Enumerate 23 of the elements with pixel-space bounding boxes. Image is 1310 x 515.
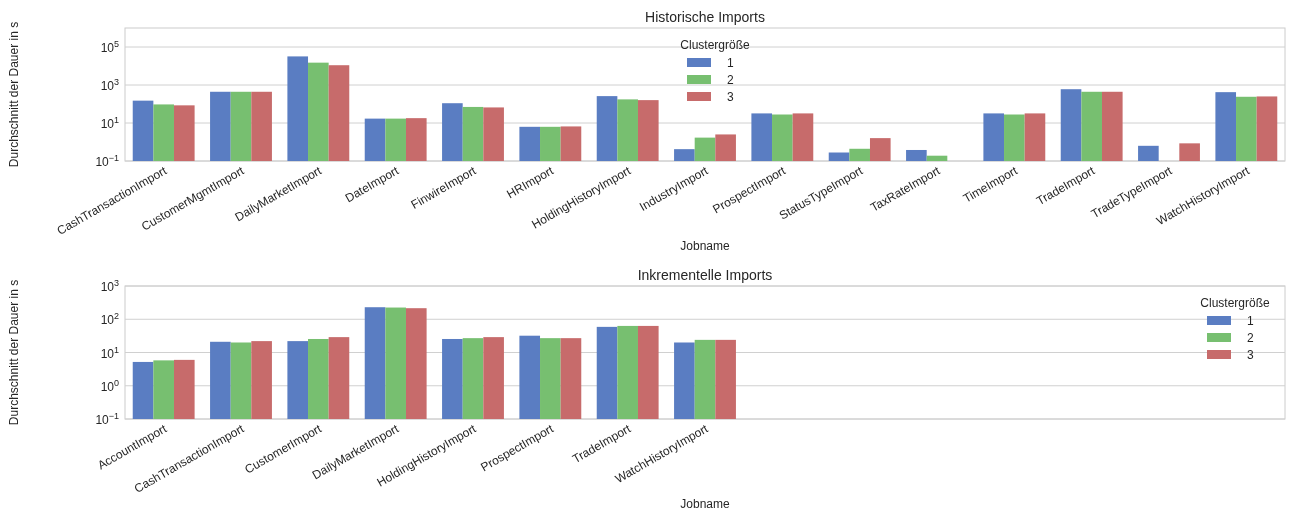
- y-tick-label: 10$^{0}$: [100, 377, 119, 394]
- y-tick-label: 10$^{1}$: [100, 344, 119, 361]
- legend-title: Clustergröße: [680, 38, 750, 52]
- legend-title: Clustergröße: [1200, 296, 1270, 310]
- legend-label: 3: [1247, 348, 1254, 362]
- legend-label: 1: [727, 56, 734, 70]
- x-axis-title: Jobname: [680, 497, 730, 511]
- legend-label: 3: [727, 90, 734, 104]
- y-tick-label: 10$^{1}$: [100, 115, 119, 131]
- y-tick-label: 10$^{2}$: [100, 311, 119, 328]
- legend-label: 2: [1247, 331, 1254, 345]
- y-tick-label: 10$^{5}$: [100, 39, 119, 55]
- legend-label: 2: [727, 73, 734, 87]
- y-axis-title: Durchschnitt der Dauer in s: [7, 279, 21, 426]
- x-axis-title: Jobname: [680, 239, 730, 253]
- y-tick-label: 10$^{3}$: [100, 278, 119, 294]
- y-axis-title: Durchschnitt der Dauer in s: [7, 21, 21, 168]
- y-tick-label: 10$^{3}$: [100, 77, 119, 93]
- legend-label: 1: [1247, 314, 1254, 328]
- y-tick-label: 10$^{−1}$: [95, 411, 119, 427]
- chart-title: Historische Imports: [645, 9, 765, 25]
- chart-title: Inkrementelle Imports: [637, 267, 773, 283]
- y-tick-label: 10$^{−1}$: [95, 153, 119, 169]
